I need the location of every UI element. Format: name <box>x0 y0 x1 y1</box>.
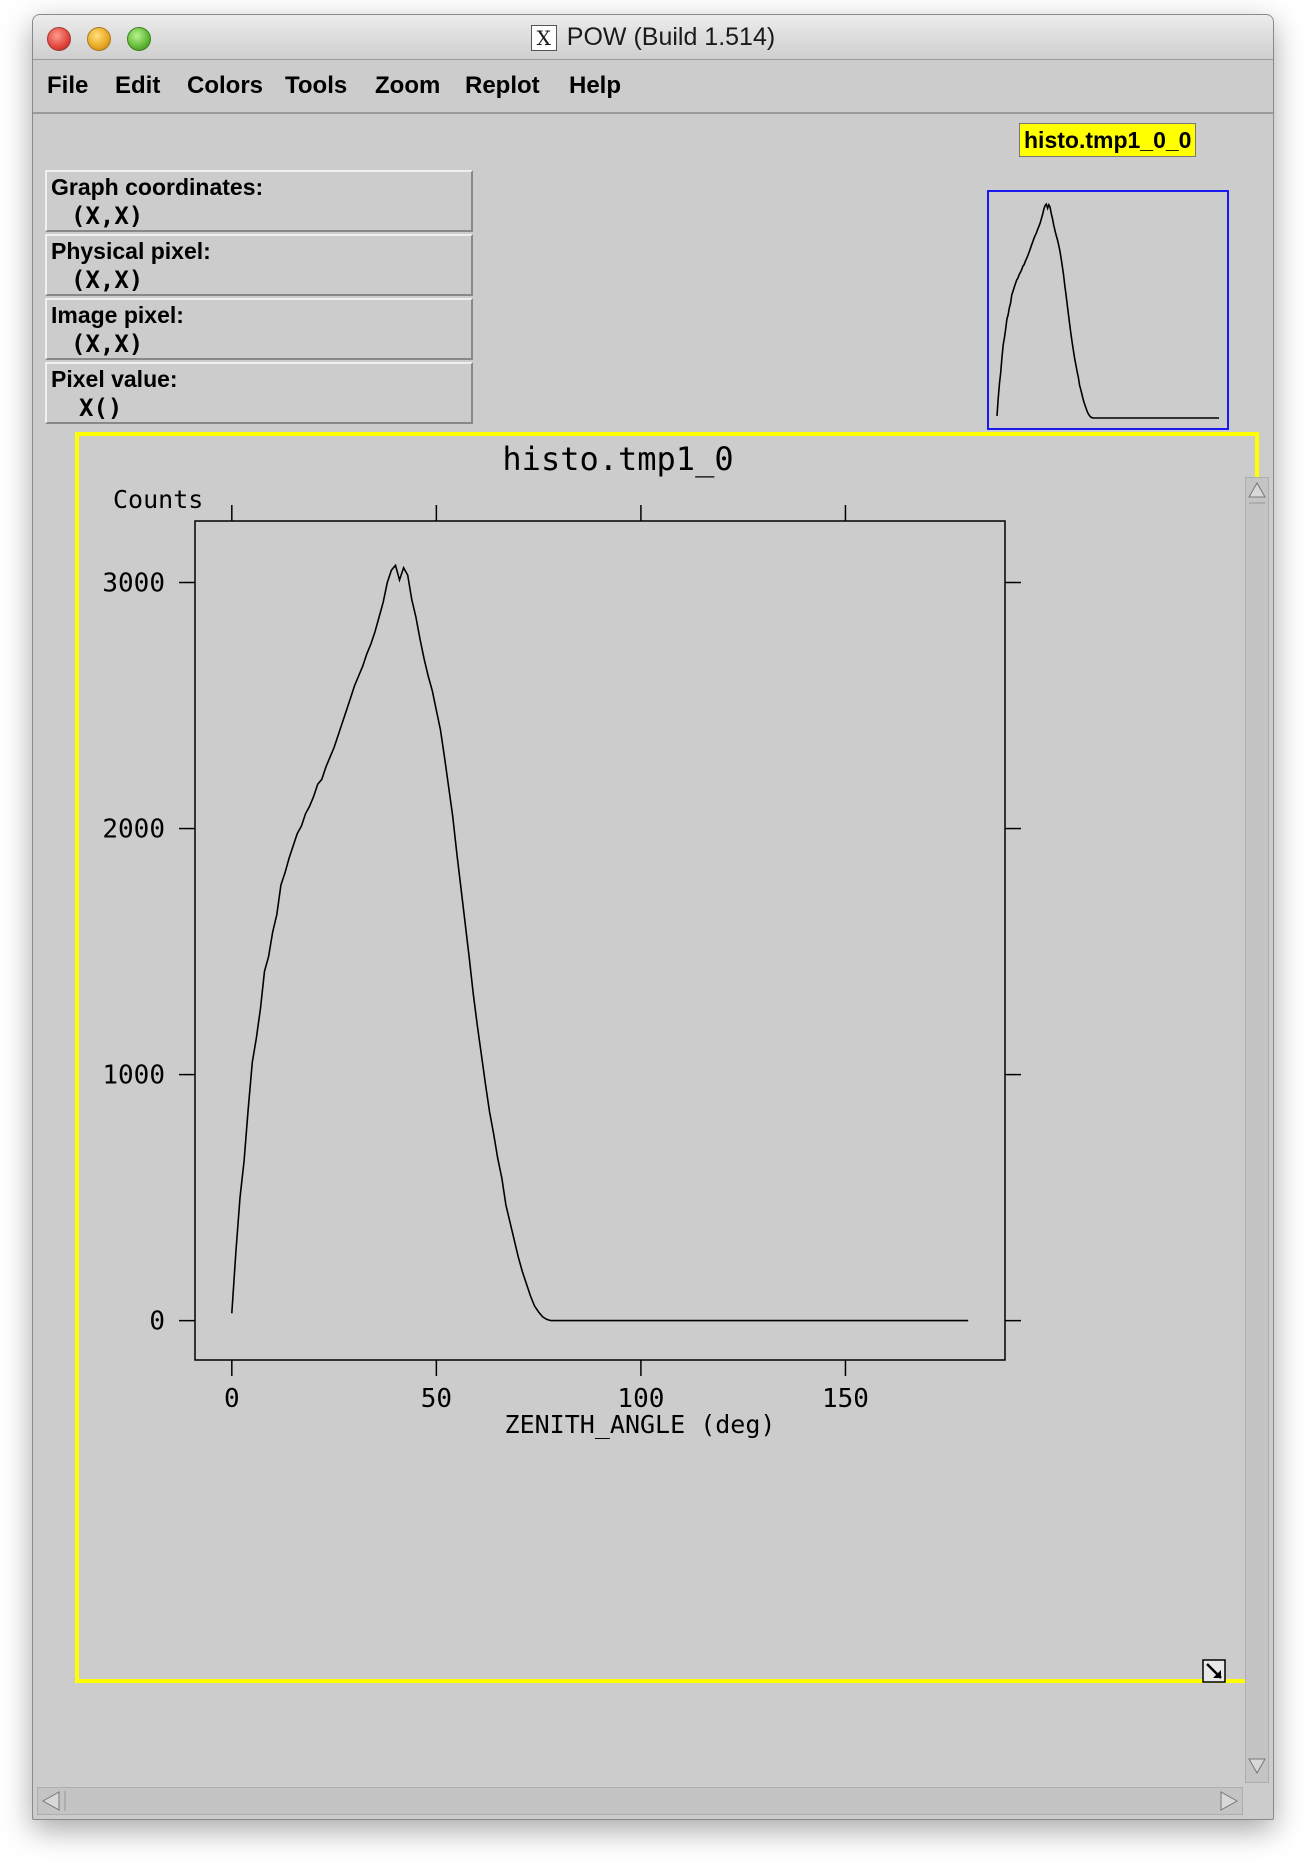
x-tick-label: 0 <box>224 1384 240 1414</box>
physical-pixel-panel: Physical pixel: (X,X) <box>45 234 473 296</box>
pow-window: X POW (Build 1.514) File Edit Colors Tool… <box>32 14 1274 1820</box>
menu-file[interactable]: File <box>47 72 89 99</box>
x-tick-label: 150 <box>822 1384 869 1414</box>
preview-plot <box>996 202 1219 419</box>
title-bar[interactable]: X POW (Build 1.514) <box>33 15 1273 60</box>
zoom-button[interactable] <box>127 27 151 51</box>
graph-coordinates-value: (X,X) <box>71 202 144 230</box>
histogram-series-line <box>231 563 969 1322</box>
window-title: POW (Build 1.514) <box>566 23 776 51</box>
graph-coordinates-label: Graph coordinates: <box>51 174 264 200</box>
pixel-value-value: X() <box>79 394 123 422</box>
x11-icon: X <box>530 25 557 52</box>
scroll-up-arrow-icon <box>1248 481 1266 498</box>
graph-frame-highlight <box>75 432 1259 1683</box>
y-tick-label: 0 <box>149 1307 165 1337</box>
menu-tools[interactable]: Tools <box>285 72 348 99</box>
scroll-right-arrow-icon <box>1220 1791 1239 1811</box>
menu-colors[interactable]: Colors <box>187 72 264 99</box>
main-plot-area[interactable]: histo.tmp1_0 Counts ZENITH_ANGLE (deg) 0 50 1… <box>33 15 1273 1819</box>
image-pixel-value: (X,X) <box>71 330 144 358</box>
graph-preview-thumbnail[interactable] <box>987 190 1229 430</box>
image-pixel-label: Image pixel: <box>51 302 184 328</box>
y-tick-label: 1000 <box>102 1061 165 1091</box>
chart-title: histo.tmp1_0 <box>502 440 733 478</box>
x-tick-label: 100 <box>617 1384 664 1414</box>
horizontal-scrollbar[interactable] <box>37 1787 1243 1815</box>
scroll-down-arrow-icon <box>1248 1758 1266 1775</box>
pixel-value-label: Pixel value: <box>51 366 178 392</box>
y-tick-label: 2000 <box>102 815 165 845</box>
y-axis-label: Counts <box>113 485 203 514</box>
physical-pixel-value: (X,X) <box>71 266 144 294</box>
graph-coordinates-panel: Graph coordinates: (X,X) <box>45 170 473 232</box>
window-title-area: X POW (Build 1.514) <box>33 23 1273 52</box>
minimize-button[interactable] <box>87 27 111 51</box>
menu-help[interactable]: Help <box>569 72 622 99</box>
graph-name-tag[interactable]: histo.tmp1_0_0 <box>1019 123 1197 157</box>
physical-pixel-label: Physical pixel: <box>51 238 211 264</box>
image-pixel-panel: Image pixel: (X,X) <box>45 298 473 360</box>
scroll-left-arrow-icon <box>41 1791 60 1811</box>
plot-box <box>194 520 1006 1361</box>
y-tick-label: 3000 <box>102 569 165 599</box>
x-tick-label: 50 <box>421 1384 452 1414</box>
close-button[interactable] <box>47 27 71 51</box>
pixel-value-panel: Pixel value: X() <box>45 362 473 424</box>
menu-zoom[interactable]: Zoom <box>375 72 441 99</box>
menu-bar: File Edit Colors Tools Zoom Replot Help <box>33 60 1273 114</box>
resize-handle-arrowhead <box>1213 1670 1221 1678</box>
vertical-scrollbar[interactable] <box>1245 477 1269 1783</box>
preview-series-line <box>996 202 1219 419</box>
menu-replot[interactable]: Replot <box>465 72 540 99</box>
x-axis-label: ZENITH_ANGLE (deg) <box>505 1410 776 1439</box>
menu-edit[interactable]: Edit <box>115 72 161 99</box>
